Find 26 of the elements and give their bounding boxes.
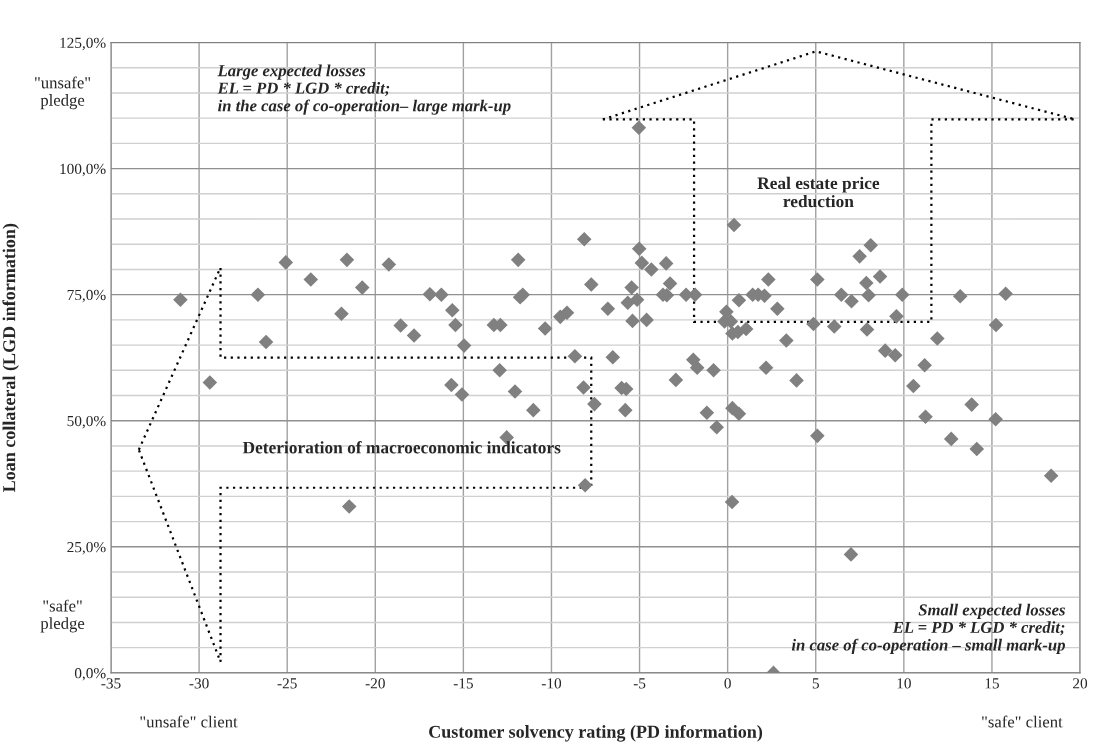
- x-tick-label: 5: [812, 678, 819, 689]
- y-tick-label: 75,0%: [67, 289, 106, 303]
- y-tick-label: 100,0%: [60, 163, 106, 177]
- x-tick-label: -10: [541, 678, 562, 689]
- y-tick-label: 50,0%: [67, 415, 106, 429]
- x-tick-label: -25: [277, 678, 297, 689]
- x-axis-title: Customer solvency rating (PD information): [429, 724, 763, 742]
- x-tick-label: 20: [1073, 678, 1088, 689]
- annotation: Large expected losses EL = PD * LGD * credit; in the case of co-operation– large mark-up: [217, 64, 511, 115]
- x-tick-label: -5: [633, 678, 646, 689]
- text: "safe" client: [982, 715, 1063, 728]
- y-axis-title: Loan collateral (LGD information): [2, 223, 19, 493]
- x-tick-label: -20: [365, 678, 385, 689]
- x-tick-label: 10: [897, 678, 911, 689]
- annotation: Deterioration of macroeconomic indicators: [242, 441, 561, 454]
- text: "unsafe" pledge: [35, 76, 91, 110]
- y-tick-label: 25,0%: [67, 541, 106, 555]
- x-tick-label: -15: [453, 678, 473, 689]
- annotation: Real estate price reduction: [757, 176, 880, 208]
- text: "unsafe" client: [140, 715, 238, 728]
- text: "safe" pledge: [40, 599, 85, 633]
- x-tick-label: -30: [189, 678, 209, 689]
- x-tick-label: 0: [724, 678, 731, 689]
- y-tick-label: 125,0%: [60, 37, 106, 51]
- annotation: Small expected losses EL = PD * LGD * credit; in case of co-operation – small mark-up: [791, 603, 1065, 654]
- x-tick-label: 15: [985, 678, 999, 689]
